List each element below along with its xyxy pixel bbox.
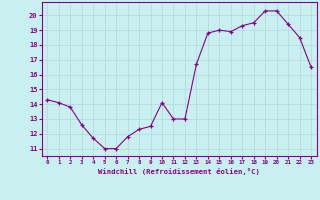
X-axis label: Windchill (Refroidissement éolien,°C): Windchill (Refroidissement éolien,°C) [98,168,260,175]
